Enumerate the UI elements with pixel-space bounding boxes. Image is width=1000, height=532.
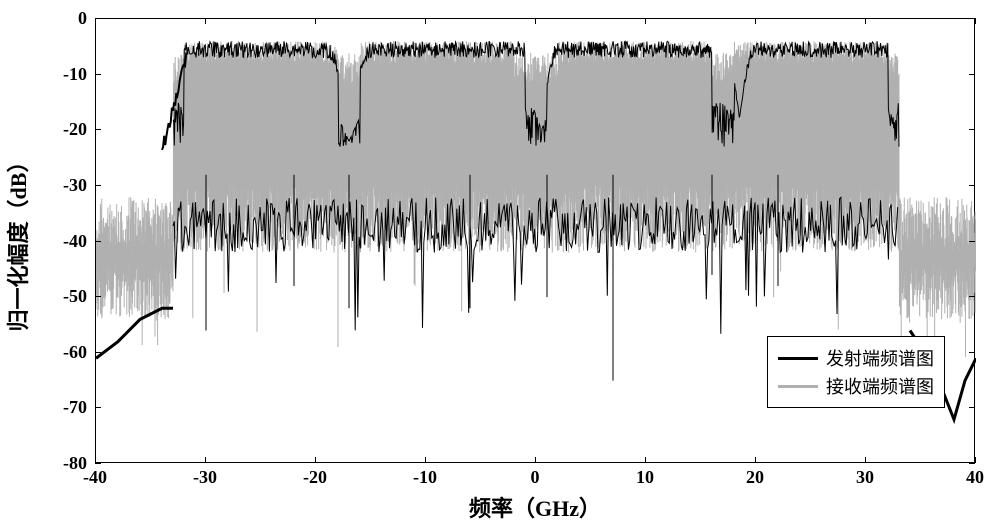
x-tick-mark bbox=[865, 18, 866, 24]
x-tick-mark bbox=[755, 18, 756, 24]
x-tick-label: 30 bbox=[856, 467, 874, 488]
y-tick-mark bbox=[969, 407, 975, 408]
y-tick-mark bbox=[969, 463, 975, 464]
x-tick-mark bbox=[975, 18, 976, 24]
x-tick-label: -20 bbox=[303, 467, 327, 488]
x-tick-mark bbox=[535, 18, 536, 24]
x-tick-mark bbox=[95, 457, 96, 463]
y-tick-label: -50 bbox=[47, 286, 87, 307]
y-tick-mark bbox=[95, 296, 101, 297]
y-tick-label: -60 bbox=[47, 342, 87, 363]
y-tick-label: -20 bbox=[47, 119, 87, 140]
x-tick-label: 10 bbox=[636, 467, 654, 488]
legend-item: 接收端频谱图 bbox=[778, 373, 934, 399]
y-tick-mark bbox=[969, 129, 975, 130]
x-tick-mark bbox=[205, 457, 206, 463]
y-tick-mark bbox=[95, 185, 101, 186]
legend-label: 接收端频谱图 bbox=[826, 373, 934, 399]
x-tick-mark bbox=[645, 457, 646, 463]
y-tick-label: -70 bbox=[47, 397, 87, 418]
legend-swatch bbox=[778, 385, 818, 388]
y-tick-mark bbox=[969, 74, 975, 75]
legend-label: 发射端频谱图 bbox=[826, 345, 934, 371]
y-tick-label: -80 bbox=[47, 453, 87, 474]
x-tick-label: -30 bbox=[193, 467, 217, 488]
x-tick-label: 0 bbox=[531, 467, 540, 488]
y-tick-mark bbox=[969, 296, 975, 297]
x-tick-mark bbox=[535, 457, 536, 463]
x-tick-mark bbox=[425, 18, 426, 24]
y-axis-label: 归一化幅度（dB） bbox=[1, 150, 33, 331]
x-tick-mark bbox=[755, 457, 756, 463]
x-tick-mark bbox=[645, 18, 646, 24]
y-tick-label: 0 bbox=[47, 8, 87, 29]
x-tick-mark bbox=[315, 457, 316, 463]
y-tick-label: -10 bbox=[47, 64, 87, 85]
y-tick-mark bbox=[95, 407, 101, 408]
x-tick-label: 20 bbox=[746, 467, 764, 488]
spectrum-chart: 归一化幅度（dB） 频率（GHz） -80-70-60-50-40-30-20-… bbox=[10, 10, 990, 522]
x-tick-mark bbox=[425, 457, 426, 463]
legend: 发射端频谱图接收端频谱图 bbox=[767, 336, 945, 408]
x-tick-mark bbox=[975, 457, 976, 463]
x-axis-label: 频率（GHz） bbox=[469, 491, 601, 523]
legend-item: 发射端频谱图 bbox=[778, 345, 934, 371]
x-tick-mark bbox=[95, 18, 96, 24]
x-tick-mark bbox=[205, 18, 206, 24]
x-tick-mark bbox=[865, 457, 866, 463]
legend-swatch bbox=[778, 357, 818, 360]
y-tick-mark bbox=[95, 463, 101, 464]
x-tick-label: -40 bbox=[83, 467, 107, 488]
y-tick-mark bbox=[969, 185, 975, 186]
x-tick-label: 40 bbox=[966, 467, 984, 488]
y-tick-label: -40 bbox=[47, 231, 87, 252]
y-tick-mark bbox=[95, 129, 101, 130]
y-tick-label: -30 bbox=[47, 175, 87, 196]
y-tick-mark bbox=[95, 241, 101, 242]
y-tick-mark bbox=[95, 352, 101, 353]
x-tick-label: -10 bbox=[413, 467, 437, 488]
y-tick-mark bbox=[969, 352, 975, 353]
y-tick-mark bbox=[969, 241, 975, 242]
y-tick-mark bbox=[95, 74, 101, 75]
x-tick-mark bbox=[315, 18, 316, 24]
